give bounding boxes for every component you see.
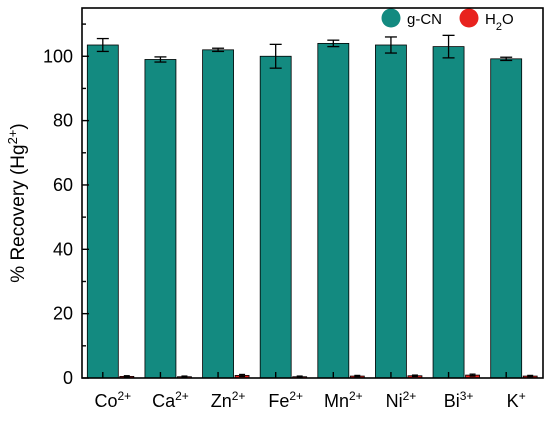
y-axis-label: % Recovery (Hg2+) [5, 123, 30, 282]
x-tick-label: Bi3+ [444, 389, 474, 411]
x-tick-label: Ni2+ [386, 389, 417, 411]
legend-label-h2o-rest: O [502, 11, 514, 28]
bar-g-cn [432, 46, 465, 379]
x-tick-label: K+ [507, 389, 526, 411]
x-axis: Co2+ Ca2+ Zn2+ Fe2+ Mn2+ Ni2+ Bi3+ K+ [94, 372, 526, 411]
legend: g-CN H2O [381, 8, 514, 33]
bars-layer [86, 34, 538, 379]
y-tick-label: 80 [53, 111, 73, 131]
x-tick-label: Co2+ [94, 389, 131, 411]
x-tick-label-sup: + [519, 389, 526, 403]
bar-g-cn [202, 49, 234, 379]
x-tick-label-base: Mn [324, 391, 349, 411]
x-tick-label-base: Ca [152, 391, 176, 411]
y-axis-label-close: ) [8, 123, 29, 129]
legend-marker-h2o [459, 8, 479, 28]
legend-label-h2o-base: H [485, 11, 496, 28]
x-tick-label-base: K [507, 391, 519, 411]
x-tick-label-sup: 2+ [403, 389, 417, 403]
x-tick-label-sup: 2+ [349, 389, 363, 403]
x-tick-label-sup: 2+ [175, 389, 189, 403]
y-axis-label-sup: 2+ [5, 130, 20, 145]
bar-g-cn [375, 44, 407, 379]
y-tick-label: 40 [53, 239, 73, 259]
x-tick-label: Zn2+ [211, 389, 246, 411]
legend-label-h2o-sub: 2 [496, 21, 502, 33]
x-tick-label: Mn2+ [324, 389, 363, 411]
x-tick-label: Ca2+ [152, 389, 189, 411]
plot-frame [81, 7, 544, 379]
legend-marker-g-cn [381, 8, 401, 28]
legend-label-g-cn: g-CN [407, 11, 442, 28]
x-tick-label-base: Zn [211, 391, 232, 411]
y-tick-label: 20 [53, 304, 73, 324]
x-tick-label-base: Bi [444, 391, 460, 411]
legend-label-h2o: H2O [485, 11, 514, 33]
y-axis-label-main: % Recovery (Hg [8, 144, 29, 282]
bar-g-cn [317, 42, 350, 379]
x-tick-label-base: Fe [268, 391, 289, 411]
x-tick-label-sup: 2+ [289, 389, 303, 403]
y-tick-label: 100 [43, 46, 73, 66]
y-tick-label: 60 [53, 175, 73, 195]
x-tick-label: Fe2+ [268, 389, 303, 411]
x-tick-label-sup: 2+ [117, 389, 131, 403]
bar-g-cn [259, 55, 292, 379]
x-tick-label-sup: 2+ [232, 389, 246, 403]
bar-g-cn [86, 44, 119, 379]
y-tick-label: 0 [63, 368, 73, 388]
bar-g-cn [144, 59, 177, 379]
x-tick-label-base: Co [94, 391, 117, 411]
x-tick-label-sup: 3+ [460, 389, 474, 403]
bar-g-cn [490, 58, 523, 379]
y-axis: 0 20 40 60 80 100 [43, 23, 89, 388]
x-tick-label-base: Ni [386, 391, 403, 411]
